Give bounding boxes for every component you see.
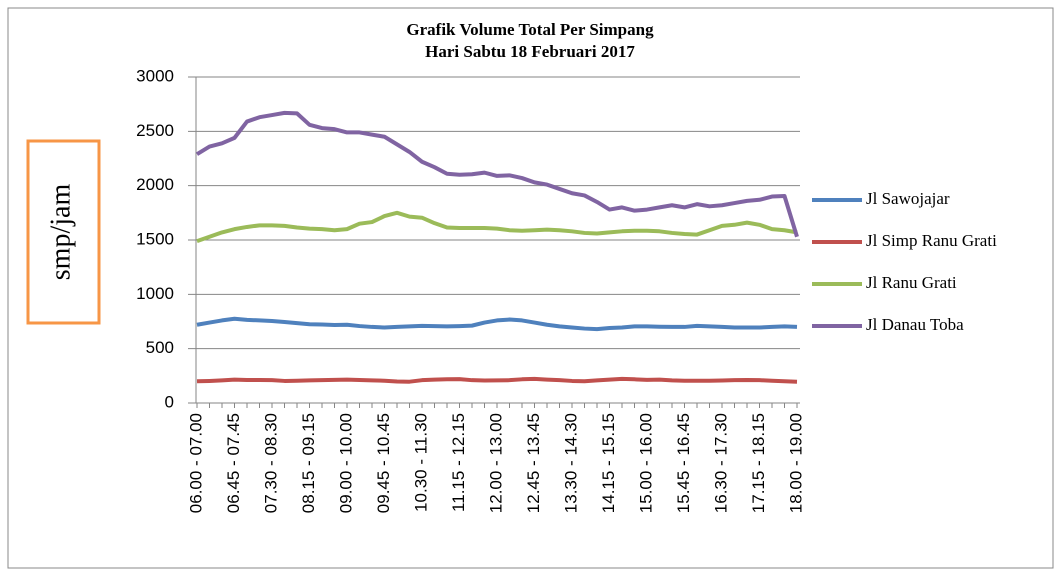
legend-label: Jl Ranu Grati [866, 273, 957, 292]
x-tick-label: 13.30 - 14.30 [561, 413, 580, 513]
y-tick-label: 3000 [136, 66, 174, 85]
x-tick-label: 06.00 - 07.00 [186, 413, 205, 513]
x-tick-label: 09.00 - 10.00 [336, 413, 355, 513]
series-line [196, 316, 798, 332]
series-line [196, 210, 798, 243]
x-tick-label: 15.45 - 16.45 [674, 413, 693, 513]
x-tick-label: 18.00 - 19.00 [786, 413, 805, 513]
y-tick-label: 2500 [136, 121, 174, 140]
chart-frame [7, 7, 1054, 569]
legend-label: Jl Simp Ranu Grati [866, 231, 997, 250]
legend-label: Jl Sawojajar [866, 189, 950, 208]
y-tick-label: 2000 [136, 175, 174, 194]
chart-subtitle: Hari Sabtu 18 Februari 2017 [425, 42, 635, 61]
legend-label: Jl Danau Toba [866, 315, 964, 334]
y-label-box [26, 139, 101, 325]
x-tick-label: 16.30 - 17.30 [711, 413, 730, 513]
y-axis-label: smp/jam [45, 184, 76, 281]
x-tick-label: 06.45 - 07.45 [224, 413, 243, 513]
x-tick-label: 07.30 - 08.30 [261, 413, 280, 513]
series-line [196, 376, 798, 384]
x-tick-label: 10.30 - 11.30 [411, 413, 430, 512]
y-tick-label: 1000 [136, 284, 174, 303]
y-tick-label: 500 [146, 338, 174, 357]
x-tick-label: 08.15 - 09.15 [299, 413, 318, 513]
x-tick-label: 15.00 - 16.00 [636, 413, 655, 513]
series-line [195, 110, 799, 238]
x-tick-label: 12.00 - 13.00 [486, 413, 505, 513]
x-tick-label: 11.15 - 12.15 [449, 413, 468, 512]
x-tick-label: 12.45 - 13.45 [524, 413, 543, 513]
y-tick-label: 1500 [136, 229, 174, 248]
x-tick-label: 14.15 - 15.15 [599, 413, 618, 513]
y-tick-label: 0 [165, 392, 174, 411]
chart-title: Grafik Volume Total Per Simpang [406, 20, 654, 39]
x-tick-label: 17.15 - 18.15 [749, 413, 768, 513]
x-tick-label: 09.45 - 10.45 [374, 413, 393, 513]
